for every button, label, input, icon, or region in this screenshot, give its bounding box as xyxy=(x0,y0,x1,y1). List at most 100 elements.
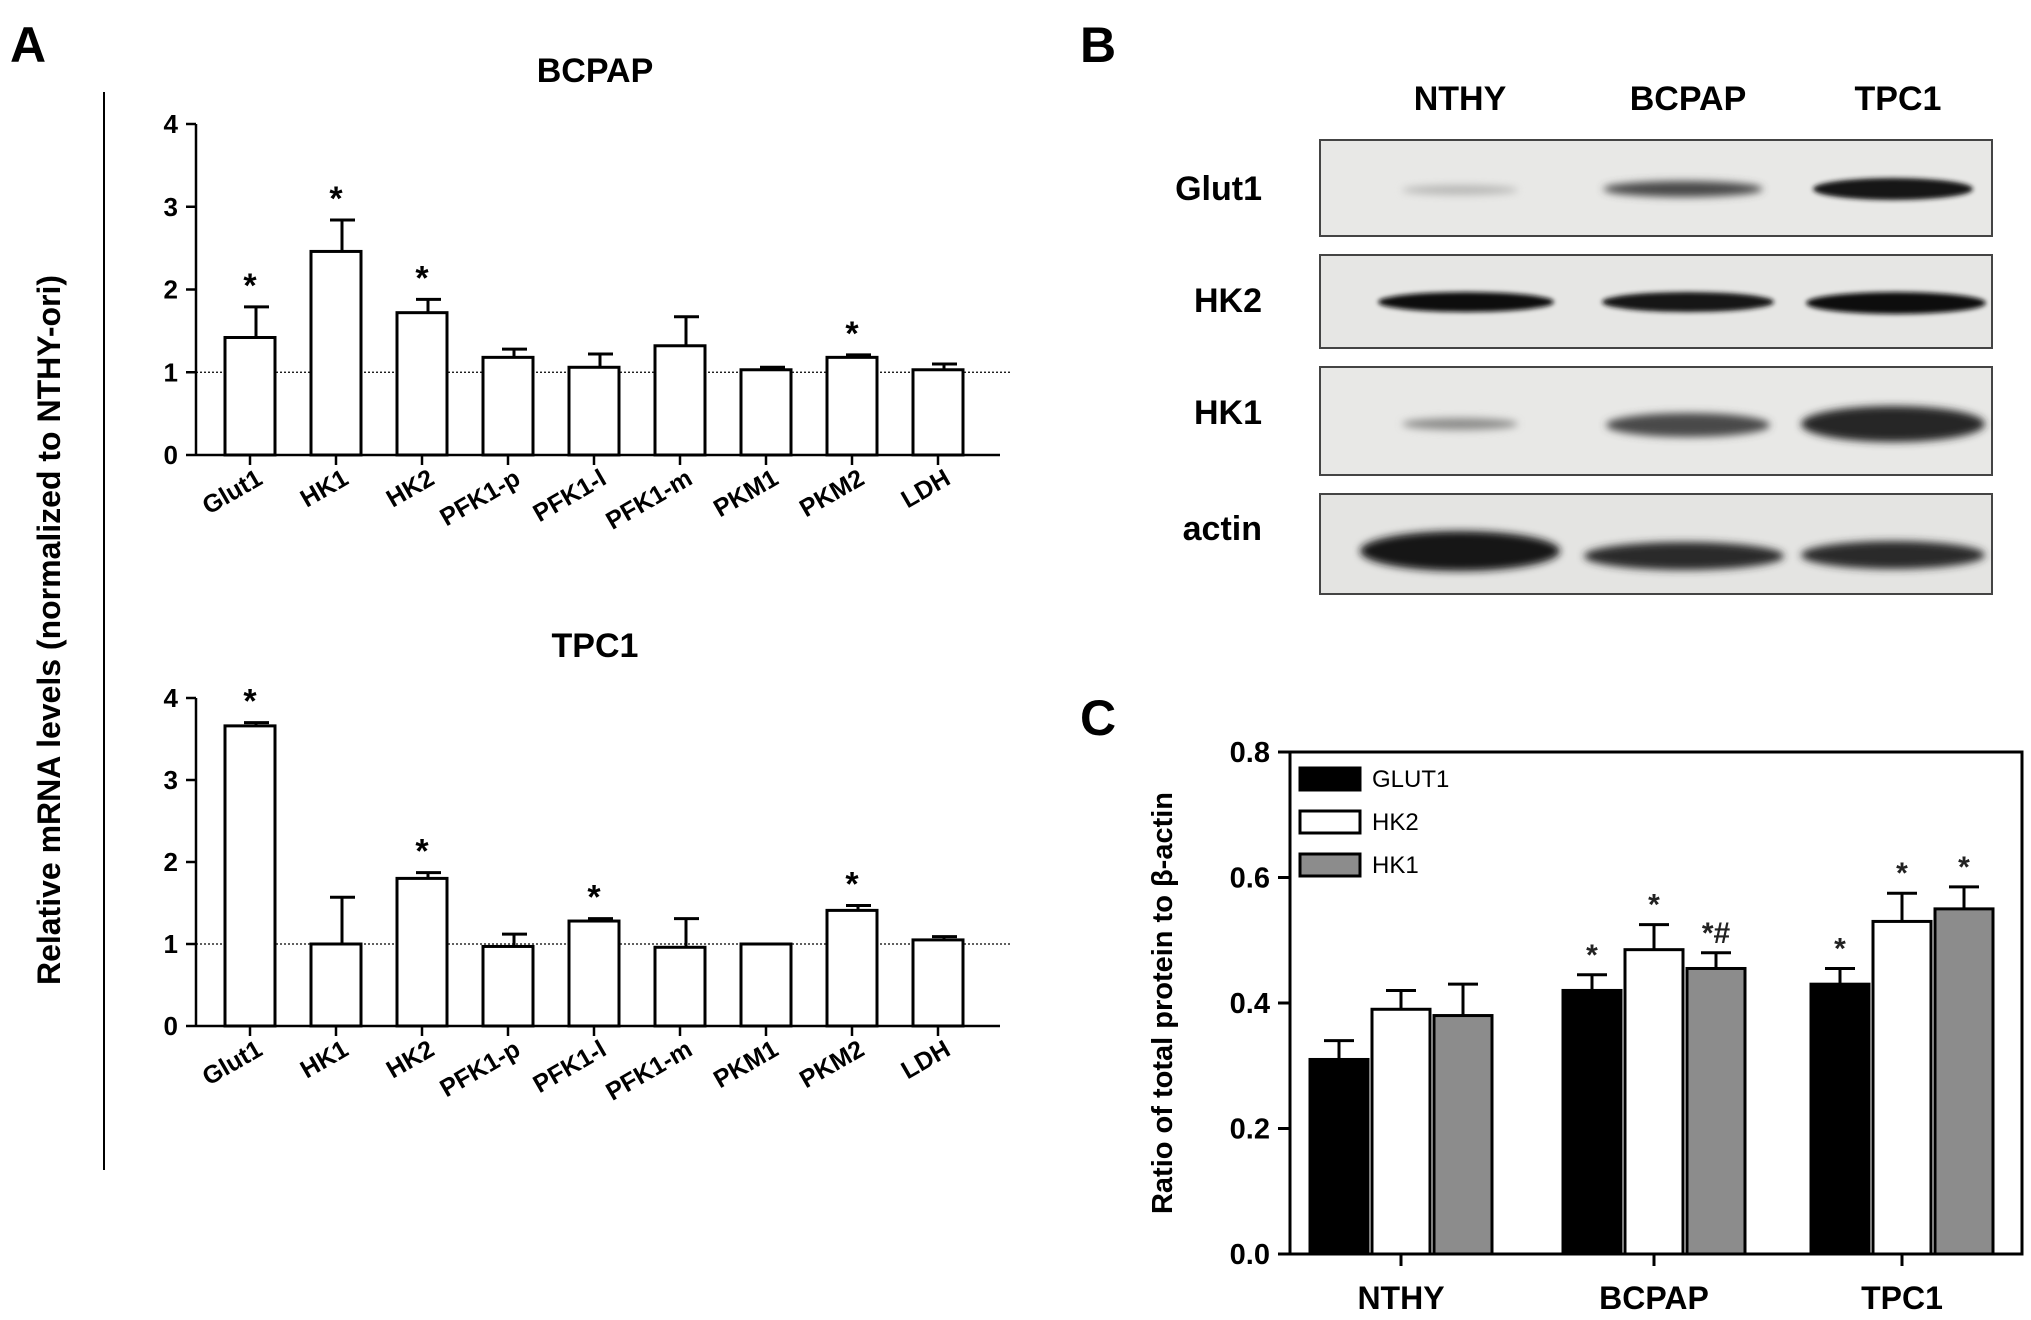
band-actin-nthy xyxy=(1360,531,1560,571)
bar-ldh xyxy=(911,938,965,1028)
panel-letter-a: A xyxy=(10,17,46,73)
category-label-pfk1-p: PFK1-p xyxy=(435,464,525,532)
category-label-hk1: HK1 xyxy=(296,1035,353,1084)
y-tick-label: 1 xyxy=(164,929,178,959)
significance-glut1: * xyxy=(243,683,257,721)
y-tick-label: 0.0 xyxy=(1230,1239,1270,1271)
bar-pkm2 xyxy=(825,355,879,457)
bar-hk2-nthy xyxy=(1370,1007,1432,1256)
category-label-pfk1-p: PFK1-p xyxy=(435,1035,525,1103)
bar-hk1-tpc1 xyxy=(1933,907,1995,1256)
bar-pfk1-m xyxy=(653,344,707,457)
bar-pfk1-l xyxy=(567,365,621,457)
category-label-bcpap: BCPAP xyxy=(1599,1280,1709,1316)
significance-pkm2: * xyxy=(845,865,859,903)
protein-ratio-chart: Ratio of total protein to β-actin 0.0 0.2 0… xyxy=(1147,737,2024,1316)
bar-pfk1-p xyxy=(481,944,535,1028)
western-blot: NTHY BCPAP TPC1 Glut1 HK2 HK1 actin xyxy=(1175,80,1993,595)
legend-label-glut1: GLUT1 xyxy=(1372,766,1449,793)
band-actin-bcpap xyxy=(1584,542,1784,570)
category-label-hk1: HK1 xyxy=(296,464,353,513)
category-label-pfk1-l: PFK1-l xyxy=(528,1035,611,1099)
bar-glut1-nthy xyxy=(1308,1057,1370,1256)
category-label-hk2: HK2 xyxy=(382,1035,439,1084)
significance-hk1-tpc1: * xyxy=(1958,851,1970,884)
bar-hk1 xyxy=(309,249,363,457)
significance-pkm2: * xyxy=(845,315,859,353)
legend-swatch-hk2 xyxy=(1298,809,1362,835)
category-label-glut1: Glut1 xyxy=(198,1035,267,1091)
category-label-tpc1: TPC1 xyxy=(1861,1280,1943,1316)
chart-title: TPC1 xyxy=(552,627,639,665)
category-label-pkm1: PKM1 xyxy=(709,1035,783,1094)
category-label-ldh: LDH xyxy=(896,1035,955,1085)
significance-hk2-tpc1: * xyxy=(1896,857,1908,890)
chart-title: BCPAP xyxy=(537,52,654,90)
blot-row-label-hk2: HK2 xyxy=(1194,282,1262,320)
bar-glut1-tpc1 xyxy=(1809,982,1871,1256)
significance-hk2-bcpap: * xyxy=(1648,889,1660,922)
category-label-hk2: HK2 xyxy=(382,464,439,513)
significance-hk2: * xyxy=(415,259,429,297)
y-tick-label: 4 xyxy=(164,109,179,139)
y-tick-label: 0.4 xyxy=(1230,988,1270,1020)
y-tick-label: 3 xyxy=(164,765,178,795)
panel-a-ylabel: Relative mRNA levels (normalized to NTHY… xyxy=(31,275,67,985)
significance-hk1: * xyxy=(329,180,343,218)
band-hk1-bcpap xyxy=(1606,413,1770,437)
band-glut1-nthy xyxy=(1402,185,1518,195)
legend-label-hk1: HK1 xyxy=(1372,852,1419,879)
bar-glut1 xyxy=(223,724,277,1028)
y-tick-label: 0.8 xyxy=(1230,737,1270,769)
y-tick-label: 1 xyxy=(164,357,178,387)
band-hk2-bcpap xyxy=(1602,292,1774,312)
significance-glut1: * xyxy=(243,267,257,305)
significance-hk2: * xyxy=(415,833,429,871)
y-tick-label: 2 xyxy=(164,275,178,305)
category-label-pfk1-m: PFK1-m xyxy=(601,464,697,535)
category-label-pkm2: PKM2 xyxy=(795,464,869,523)
band-actin-tpc1 xyxy=(1801,541,1985,569)
panel-letter-b: B xyxy=(1080,17,1116,73)
blot-lane-label-bcpap: BCPAP xyxy=(1630,80,1747,118)
category-label-ldh: LDH xyxy=(896,464,955,514)
legend-swatch-hk1 xyxy=(1298,852,1362,878)
significance-glut1-tpc1: * xyxy=(1834,932,1846,965)
blot-lane-label-tpc1: TPC1 xyxy=(1855,80,1942,118)
bar-hk2-tpc1 xyxy=(1871,919,1933,1256)
category-label-pfk1-l: PFK1-l xyxy=(528,464,611,528)
bar-pkm1 xyxy=(739,368,793,457)
bar-glut1-bcpap xyxy=(1561,988,1623,1256)
y-axis-label: Ratio of total protein to β-actin xyxy=(1147,792,1179,1214)
bar-hk2 xyxy=(395,311,449,457)
blot-row-label-glut1: Glut1 xyxy=(1175,170,1262,208)
band-glut1-tpc1 xyxy=(1813,178,1973,200)
bar-pfk1-l xyxy=(567,919,621,1028)
bar-hk1 xyxy=(309,942,363,1028)
significance-pfk1-l: * xyxy=(587,879,601,917)
bar-pkm1 xyxy=(739,942,793,1028)
bar-ldh xyxy=(911,368,965,457)
y-tick-label: 2 xyxy=(164,847,178,877)
y-tick-label: 0 xyxy=(164,1011,178,1041)
blot-lane-label-nthy: NTHY xyxy=(1414,80,1507,118)
y-tick-label: 0 xyxy=(164,440,178,470)
blot-row-label-actin: actin xyxy=(1183,510,1262,548)
bar-pkm2 xyxy=(825,908,879,1028)
category-label-glut1: Glut1 xyxy=(198,464,267,520)
category-label-nthy: NTHY xyxy=(1357,1280,1444,1316)
category-label-pkm2: PKM2 xyxy=(795,1035,869,1094)
band-hk1-nthy xyxy=(1402,418,1518,430)
bar-pfk1-m xyxy=(653,945,707,1028)
significance-hk1-bcpap: *# xyxy=(1702,917,1731,950)
category-label-pfk1-m: PFK1-m xyxy=(601,1035,697,1106)
legend-label-hk2: HK2 xyxy=(1372,809,1419,836)
band-glut1-bcpap xyxy=(1603,181,1763,197)
bar-hk2-bcpap xyxy=(1623,948,1685,1256)
legend-swatch-glut1 xyxy=(1298,766,1362,792)
band-hk2-tpc1 xyxy=(1806,292,1986,314)
band-hk2-nthy xyxy=(1378,292,1554,312)
